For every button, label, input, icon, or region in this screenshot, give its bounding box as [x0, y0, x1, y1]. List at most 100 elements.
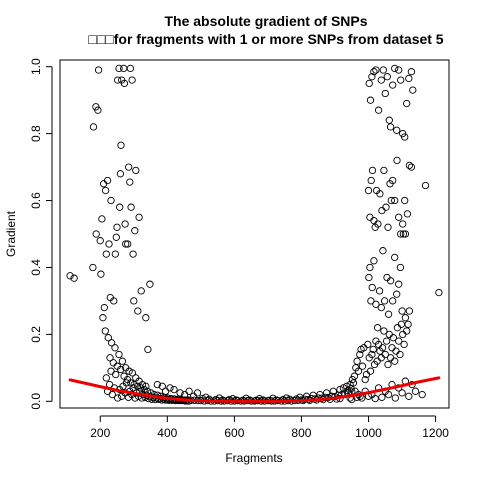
data-point: [399, 230, 408, 238]
data-point: [97, 270, 105, 278]
data-point: [371, 394, 379, 403]
y-tick-label: 1.0: [29, 58, 43, 75]
data-point: [373, 324, 382, 332]
data-point: [376, 190, 384, 198]
data-point: [399, 220, 407, 228]
data-point: [367, 176, 375, 185]
data-point: [395, 213, 403, 221]
data-point: [100, 303, 108, 312]
data-point: [385, 116, 393, 124]
x-tick-label: 1200: [422, 426, 449, 440]
data-point: [397, 320, 406, 328]
data-point: [391, 253, 399, 262]
data-point: [366, 96, 375, 104]
data-point: [176, 389, 184, 397]
data-point: [368, 350, 376, 359]
data-point: [96, 237, 104, 245]
data-point: [381, 89, 389, 98]
data-point: [350, 372, 359, 380]
data-point: [104, 334, 112, 342]
data-point: [389, 81, 397, 89]
data-point: [129, 384, 137, 392]
data-point: [389, 334, 397, 342]
data-point: [398, 389, 406, 397]
data-point: [400, 340, 408, 349]
data-point: [126, 178, 134, 186]
data-point: [193, 389, 202, 397]
data-point: [374, 220, 382, 228]
data-point: [94, 66, 103, 74]
data-point: [366, 367, 375, 375]
data-point: [134, 307, 142, 315]
data-point: [403, 210, 412, 218]
data-point: [405, 392, 413, 400]
data-point: [405, 74, 413, 83]
data-point: [396, 350, 404, 359]
data-point: [127, 203, 135, 211]
data-point: [384, 310, 393, 318]
data-point: [115, 350, 123, 359]
data-point: [92, 230, 100, 238]
data-point: [121, 220, 129, 228]
x-tick-label: 600: [224, 426, 244, 440]
data-point: [386, 123, 395, 131]
data-point: [105, 240, 113, 248]
data-point: [379, 66, 387, 74]
data-point: [117, 141, 125, 149]
data-point: [386, 277, 395, 285]
data-point: [378, 344, 387, 352]
data-point: [411, 387, 420, 395]
data-point: [370, 257, 378, 265]
data-point: [124, 240, 132, 248]
data-point: [388, 344, 396, 352]
data-point: [120, 79, 129, 88]
data-point: [405, 161, 414, 170]
data-point: [111, 344, 119, 352]
y-tick-label: 0.2: [29, 326, 43, 343]
data-point: [114, 76, 122, 84]
data-point: [364, 186, 373, 195]
data-point: [106, 354, 114, 362]
data-point: [395, 280, 403, 288]
x-tick-label: 400: [157, 426, 177, 440]
x-tick-label: 800: [291, 426, 311, 440]
data-point: [153, 380, 161, 389]
data-point: [435, 288, 443, 297]
data-point: [170, 385, 178, 394]
data-point: [383, 73, 391, 81]
data-point: [166, 384, 174, 392]
data-point: [185, 387, 193, 395]
data-point: [117, 365, 125, 374]
data-point: [107, 339, 116, 347]
data-point: [403, 99, 411, 108]
data-point: [161, 387, 170, 395]
data-point: [397, 230, 405, 238]
data-point: [142, 314, 150, 322]
data-point: [372, 66, 380, 74]
data-point: [101, 327, 109, 335]
data-point: [365, 79, 373, 88]
data-point: [107, 196, 115, 205]
data-point: [398, 307, 406, 315]
x-tick-label: 1000: [355, 426, 382, 440]
data-point: [366, 213, 374, 221]
data-point: [384, 360, 392, 369]
data-point: [392, 347, 400, 355]
data-point: [391, 394, 399, 402]
data-point: [70, 274, 78, 282]
data-point: [356, 350, 364, 359]
data-point: [115, 64, 123, 73]
data-point: [370, 68, 378, 76]
data-point: [336, 385, 344, 394]
data-point: [132, 166, 140, 175]
chart-title: The absolute gradient of SNPs: [164, 13, 367, 29]
data-point: [393, 126, 401, 134]
data-point: [99, 314, 107, 322]
data-point: [369, 345, 377, 354]
data-point: [395, 337, 403, 345]
data-point: [368, 283, 376, 292]
data-point: [393, 290, 401, 298]
plot-frame: [59, 59, 450, 409]
data-point: [126, 64, 135, 73]
data-point: [404, 320, 412, 328]
